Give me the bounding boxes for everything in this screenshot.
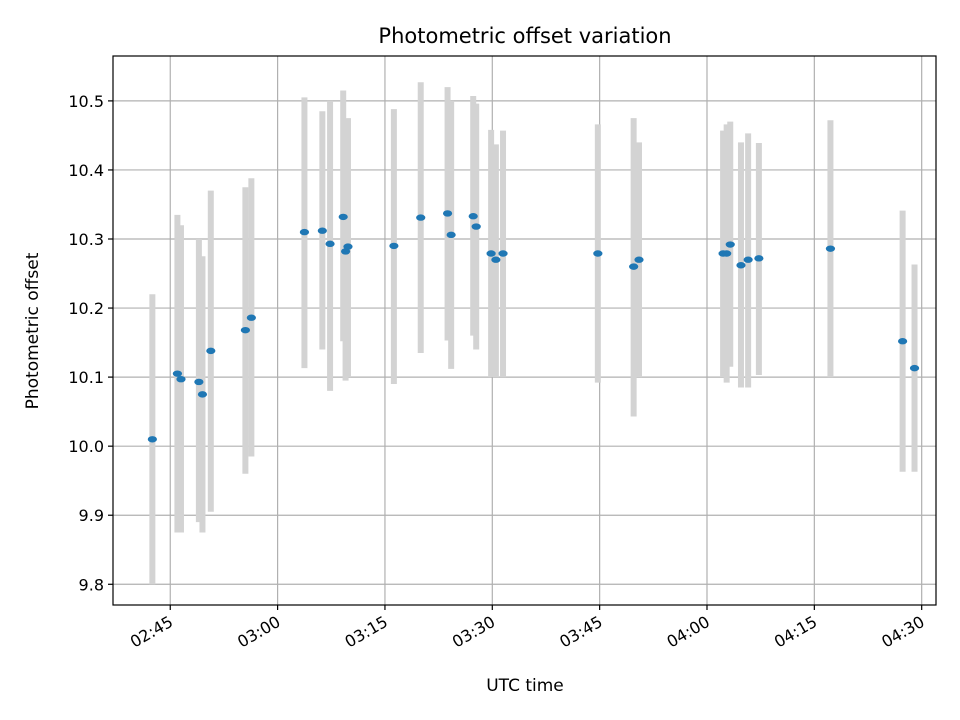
- data-point: [389, 242, 399, 250]
- data-point: [491, 256, 501, 263]
- data-point: [246, 314, 256, 321]
- data-point: [898, 338, 908, 345]
- chart-title: Photometric offset variation: [378, 24, 671, 48]
- x-tick-label: 04:00: [664, 612, 713, 652]
- data-point: [725, 241, 735, 248]
- data-point: [197, 391, 208, 398]
- x-tick-label: 03:15: [342, 612, 391, 652]
- x-tick-label: 04:15: [771, 612, 820, 652]
- y-tick-label: 10.0: [68, 437, 104, 456]
- data-point: [629, 263, 639, 270]
- data-point: [446, 231, 456, 239]
- y-tick-label: 10.3: [68, 230, 104, 249]
- data-point: [343, 243, 353, 250]
- data-point: [299, 228, 310, 236]
- data-point: [909, 364, 920, 372]
- x-axis-ticks: 02:45 03:00 03:15 03:30 03:45 04:00 04:15 04:30: [127, 605, 928, 652]
- data-point: [338, 213, 348, 221]
- data-point: [172, 370, 183, 377]
- data-point: [442, 210, 453, 217]
- y-tick-label: 10.4: [68, 161, 104, 180]
- data-point: [147, 436, 157, 443]
- data-point: [486, 250, 496, 257]
- data-point: [468, 213, 478, 220]
- data-point: [736, 262, 746, 269]
- y-tick-label: 9.9: [79, 506, 104, 525]
- grid: [113, 56, 936, 605]
- data-points: [147, 210, 920, 443]
- plot-frame: [112, 55, 937, 606]
- data-point: [593, 250, 603, 257]
- y-tick-label: 10.2: [68, 299, 104, 318]
- data-point: [416, 214, 426, 221]
- data-point: [498, 250, 508, 257]
- y-axis-label: Photometric offset: [23, 252, 43, 409]
- data-point: [176, 375, 186, 383]
- x-tick-label: 04:30: [878, 612, 927, 652]
- x-tick-label: 03:00: [234, 612, 283, 652]
- data-point: [325, 240, 335, 248]
- data-point: [340, 248, 351, 255]
- data-point: [317, 227, 327, 234]
- data-point: [722, 250, 732, 257]
- error-bars: [149, 82, 918, 585]
- data-point: [634, 256, 644, 263]
- data-point: [743, 256, 753, 263]
- y-axis-ticks: 9.8 9.9 10.0 10.1 10.2 10.3 10.4 10.5: [68, 92, 113, 594]
- y-tick-label: 10.5: [68, 92, 104, 111]
- x-tick-label: 03:30: [449, 612, 498, 652]
- x-tick-label: 03:45: [556, 612, 605, 652]
- x-axis-label: UTC time: [486, 676, 564, 696]
- data-point: [206, 347, 216, 355]
- data-point: [240, 326, 250, 334]
- data-point: [471, 223, 481, 230]
- y-tick-label: 9.8: [79, 575, 104, 594]
- x-tick-label: 02:45: [127, 612, 176, 652]
- data-point: [754, 255, 764, 262]
- y-tick-label: 10.1: [68, 368, 104, 387]
- data-point: [194, 378, 204, 386]
- data-point: [825, 245, 836, 252]
